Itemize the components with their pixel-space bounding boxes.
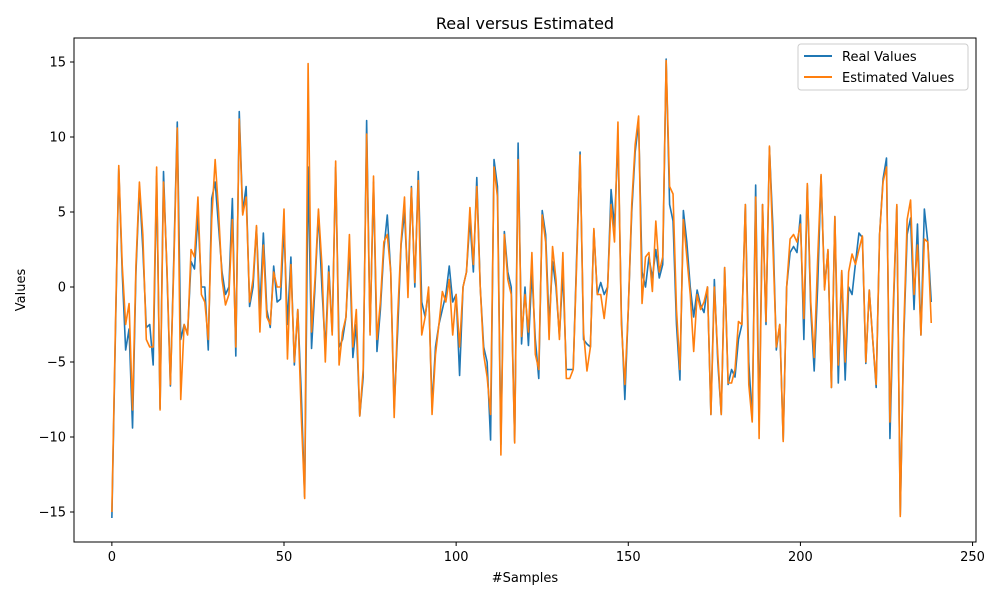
x-tick-label: 250 [960, 550, 985, 565]
x-tick-label: 200 [788, 550, 813, 565]
y-tick-label: 5 [58, 206, 66, 221]
y-tick-label: −15 [39, 506, 66, 521]
x-tick-label: 0 [108, 550, 116, 565]
legend-label-real-values: Real Values [842, 50, 917, 65]
chart-title: Real versus Estimated [436, 14, 614, 33]
y-tick-label: 0 [58, 281, 66, 296]
x-tick-label: 50 [276, 550, 293, 565]
x-tick-label: 150 [616, 550, 641, 565]
y-tick-label: 10 [49, 131, 66, 146]
series-line-estimated-values [111, 59, 933, 518]
series-layer [111, 58, 933, 519]
y-tick-label: 15 [49, 56, 66, 71]
legend-box [797, 43, 969, 91]
legend-label-estimated-values: Estimated Values [842, 71, 955, 86]
x-axis-label: #Samples [492, 571, 559, 586]
x-axis-ticks: 0 50 100 150 200 250 [108, 542, 985, 565]
y-axis-ticks: −15 −10 −5 0 5 10 15 [39, 56, 74, 521]
y-axis-label: Values [14, 269, 29, 312]
plot-frame [73, 37, 977, 543]
y-tick-label: −10 [39, 431, 66, 446]
y-tick-label: −5 [47, 356, 66, 371]
legend: Real Values Estimated Values [797, 43, 969, 91]
x-tick-label: 100 [444, 550, 469, 565]
